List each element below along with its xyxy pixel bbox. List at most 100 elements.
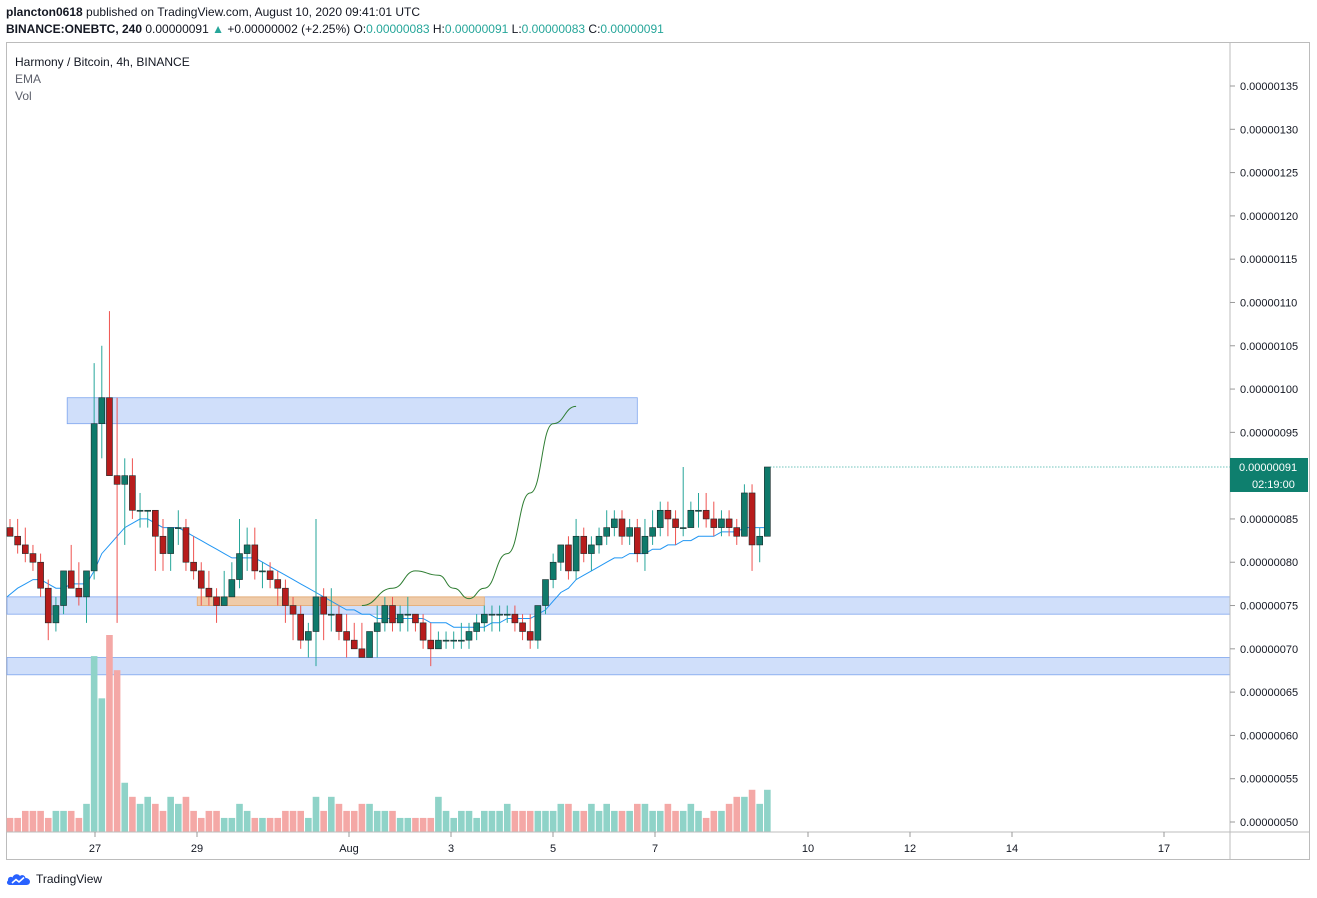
candle: [756, 527, 764, 563]
candle-body: [764, 466, 771, 537]
volume-bar: [251, 817, 259, 832]
author-name[interactable]: plancton0618: [6, 5, 83, 19]
candle: [572, 518, 580, 580]
volume-bar: [626, 810, 633, 832]
candle-body: [641, 535, 649, 554]
volume-bar: [419, 817, 427, 832]
price-tick-label: 0.00000080: [1240, 557, 1298, 569]
candle: [465, 622, 473, 649]
candle: [373, 605, 381, 658]
volume-bar: [733, 796, 741, 832]
candle: [702, 492, 710, 528]
candle-body: [488, 613, 496, 616]
candle: [113, 397, 121, 623]
volume-bar: [312, 796, 320, 832]
volume-bar: [90, 656, 98, 832]
candle: [327, 588, 335, 632]
candle: [503, 605, 511, 623]
volume-bar: [213, 810, 220, 832]
candle: [672, 510, 679, 545]
candle: [251, 527, 259, 580]
sr-zone-2: [6, 657, 1231, 676]
candle: [29, 544, 37, 571]
candle: [236, 518, 243, 589]
volume-bar: [634, 803, 641, 832]
candle: [679, 466, 687, 537]
last-price-label: 0.00000091: [1239, 462, 1297, 474]
candle: [611, 510, 618, 537]
candle: [274, 570, 282, 606]
candle-body: [480, 613, 488, 624]
candle-body: [565, 544, 572, 572]
footer-brand[interactable]: TradingView: [6, 872, 102, 886]
candle: [412, 613, 419, 632]
candle: [473, 614, 480, 641]
candle-body: [733, 527, 741, 537]
candle-body: [435, 639, 442, 650]
candle: [480, 605, 488, 632]
footer-brand-label: TradingView: [36, 872, 103, 886]
last-price-box: [1230, 457, 1308, 492]
chart-frame: [6, 42, 1310, 860]
volume-bar: [44, 817, 52, 832]
volume-bar: [764, 789, 771, 832]
candle-body: [718, 518, 725, 528]
volume-bar: [695, 810, 702, 832]
volume-bar: [718, 810, 725, 832]
candle-body: [442, 639, 450, 642]
legend-title[interactable]: Harmony / Bitcoin, 4h, BINANCE: [15, 55, 190, 69]
published-text: published on TradingView.com, August 10,…: [86, 5, 421, 19]
candle: [488, 605, 496, 632]
candle: [121, 458, 129, 545]
volume-bar: [175, 803, 182, 832]
candle-body: [725, 518, 733, 528]
volume-bar: [702, 817, 710, 832]
bar-countdown-label: 02:19:00: [1252, 479, 1295, 491]
candle-body: [335, 613, 343, 632]
candle-body: [373, 622, 381, 632]
candle-body: [197, 570, 205, 589]
candle: [60, 570, 67, 615]
candle-body: [748, 492, 756, 546]
candle: [213, 588, 220, 623]
candle: [167, 527, 174, 571]
candle: [44, 579, 52, 641]
price-axis: 0.00000050 0.00000055 0.00000060 0.00000065…: [1230, 81, 1298, 829]
volume-bar: [320, 810, 327, 832]
candle: [14, 518, 21, 554]
candle-body: [557, 544, 565, 563]
candle-body: [266, 570, 274, 580]
volume-bar: [756, 803, 763, 832]
candle-body: [312, 596, 320, 632]
publish-line: plancton0618 published on TradingView.co…: [6, 5, 420, 19]
candle: [358, 622, 366, 658]
candle-body: [175, 527, 182, 529]
time-tick-label: 5: [550, 843, 556, 855]
price-tick-label: 0.00000105: [1240, 341, 1298, 353]
candle-body: [702, 509, 710, 520]
candle-body: [381, 605, 389, 624]
price-tick-label: 0.00000130: [1240, 124, 1298, 136]
volume-bar: [335, 803, 343, 832]
candle-body: [419, 622, 427, 641]
candle: [656, 501, 664, 537]
legend-ema[interactable]: EMA: [15, 72, 42, 86]
candle-body: [350, 639, 358, 650]
candle-body: [526, 631, 534, 641]
volume-bar: [83, 803, 90, 832]
candle-body: [259, 570, 266, 573]
legend-vol[interactable]: Vol: [15, 89, 32, 103]
candle-body: [427, 639, 435, 650]
close-label: C:: [588, 22, 601, 36]
volume-bar: [190, 810, 197, 832]
volume-bar: [6, 817, 14, 832]
symbol-label: BINANCE:ONEBTC, 240: [6, 22, 143, 36]
volume-bar: [687, 803, 695, 832]
time-tick-label: 12: [904, 843, 916, 855]
volume-bar: [289, 810, 297, 832]
volume-bar: [136, 803, 144, 832]
candle: [557, 544, 565, 571]
volume-bar: [458, 810, 465, 832]
high-label: H:: [432, 22, 445, 36]
